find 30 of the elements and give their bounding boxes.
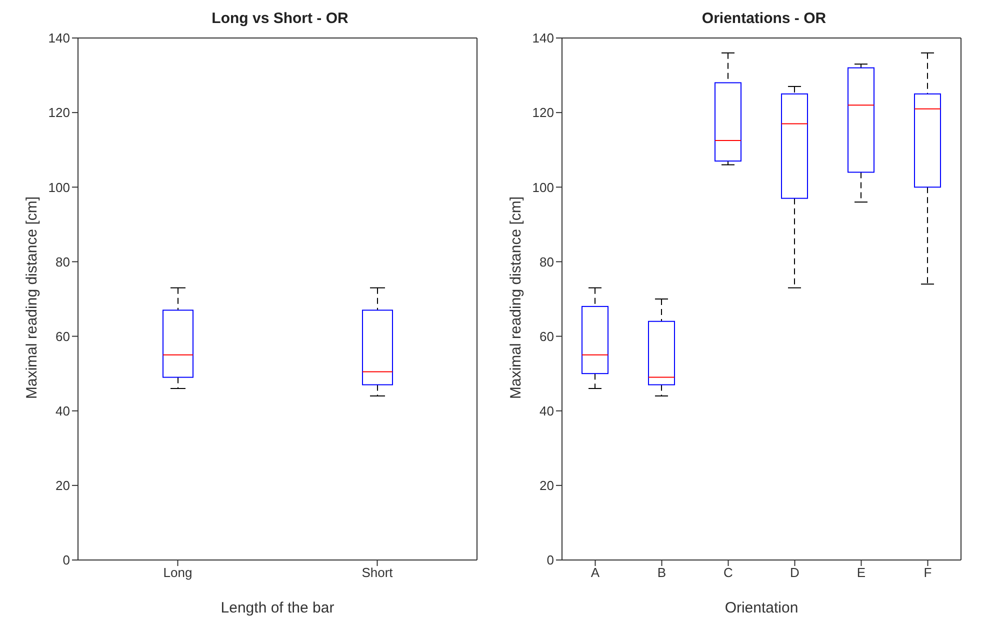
x-tick-label: Long	[163, 565, 192, 580]
y-tick-label: 20	[56, 478, 70, 494]
y-tick-label: 60	[56, 328, 70, 344]
y-tick-label: 120	[48, 105, 70, 120]
y-tick-label: 60	[540, 328, 554, 344]
y-axis-title: Maximal reading distance [cm]	[23, 196, 40, 399]
y-tick-label: 40	[540, 403, 554, 418]
x-tick-label: F	[924, 565, 932, 580]
x-tick-label: D	[790, 565, 800, 580]
y-tick-label: 20	[540, 478, 554, 494]
y-tick-label: 100	[48, 180, 70, 195]
x-tick-label: A	[590, 565, 600, 580]
x-tick-label: Short	[362, 565, 394, 580]
chart-title: Long vs Short - OR	[210, 10, 350, 27]
y-tick-label: 0	[546, 552, 554, 568]
y-tick-label: 80	[540, 254, 554, 270]
y-axis-title: Maximal reading distance [cm]	[507, 196, 524, 399]
y-tick-label: 40	[56, 403, 70, 418]
x-axis-title: Length of the bar	[220, 600, 334, 617]
x-tick-label: C	[724, 565, 733, 580]
y-tick-label: 80	[56, 254, 70, 270]
x-axis-title: Orientation	[724, 600, 798, 617]
y-tick-label: 100	[532, 180, 554, 195]
y-tick-label: 140	[48, 30, 70, 46]
y-tick-label: 120	[532, 105, 554, 120]
y-tick-label: 140	[532, 30, 554, 46]
x-tick-label: E	[856, 565, 866, 580]
x-tick-label: B	[657, 565, 666, 580]
y-tick-label: 0	[62, 552, 70, 568]
chart-title: Orientations - OR	[700, 10, 828, 27]
